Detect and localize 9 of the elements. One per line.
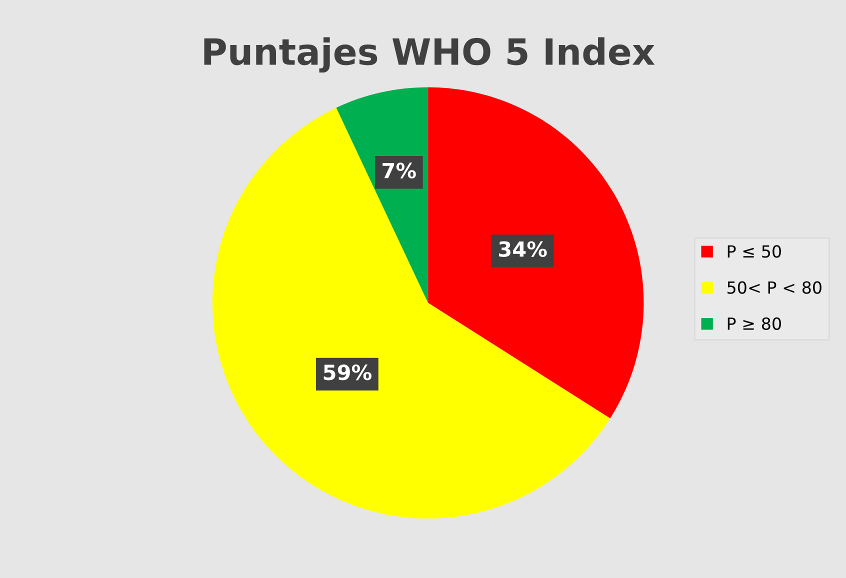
pie-slice	[212, 108, 610, 519]
data-label: 34%	[499, 241, 547, 257]
pie-slice	[428, 87, 644, 418]
chart-title: Puntajes WHO 5 Index	[204, 37, 655, 73]
data-label: 59%	[324, 364, 372, 380]
legend-label: 50< P < 80	[728, 281, 822, 294]
legend-label: P ≥ 80	[728, 317, 781, 330]
legend-label: P ≤ 50	[728, 245, 781, 258]
data-label: 7%	[382, 162, 416, 178]
